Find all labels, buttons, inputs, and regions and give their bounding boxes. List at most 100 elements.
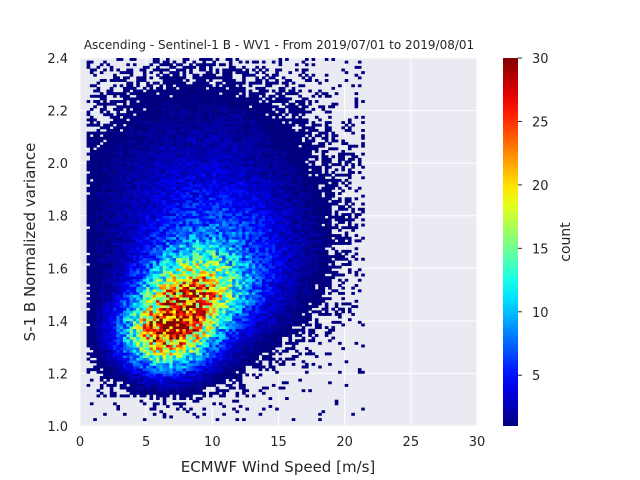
heatmap-cell xyxy=(182,270,187,274)
heatmap-cell xyxy=(202,236,207,240)
heatmap-cell xyxy=(123,71,127,75)
heatmap-cell xyxy=(215,144,220,148)
heatmap-cell xyxy=(123,152,127,156)
heatmap-cell xyxy=(215,192,220,195)
heatmap-cell xyxy=(96,184,101,188)
heatmap-cell xyxy=(209,163,213,167)
heatmap-cell xyxy=(146,341,150,345)
heatmap-cell xyxy=(189,286,193,290)
heatmap-cell xyxy=(129,286,134,290)
heatmap-cell xyxy=(156,310,160,314)
heatmap-cell xyxy=(175,310,180,314)
heatmap-cell xyxy=(142,71,147,75)
heatmap-cell xyxy=(202,60,207,64)
heatmap-cell xyxy=(172,336,177,340)
heatmap-cell xyxy=(166,320,170,324)
heatmap-cell xyxy=(89,223,94,227)
heatmap-cell xyxy=(119,268,124,272)
heatmap-cell xyxy=(116,199,120,203)
heatmap-cell xyxy=(175,365,180,369)
heatmap-cell xyxy=(172,344,177,348)
heatmap-cell xyxy=(109,334,114,337)
heatmap-cell xyxy=(192,391,197,395)
heatmap-cell xyxy=(182,357,187,361)
heatmap-cell xyxy=(132,326,137,330)
heatmap-cell xyxy=(132,344,137,348)
heatmap-cell xyxy=(116,105,120,109)
heatmap-cell xyxy=(126,142,130,146)
heatmap-cell xyxy=(152,226,157,230)
heatmap-cell xyxy=(123,307,127,311)
heatmap-cell xyxy=(129,344,134,348)
heatmap-cell xyxy=(159,76,164,80)
heatmap-cell xyxy=(126,189,130,193)
heatmap-cell xyxy=(222,110,226,114)
heatmap-cell xyxy=(119,176,124,180)
heatmap-cell xyxy=(202,341,207,345)
heatmap-cell xyxy=(185,89,190,93)
heatmap-cell xyxy=(192,294,197,298)
heatmap-cell xyxy=(182,205,187,209)
heatmap-cell xyxy=(103,326,107,330)
heatmap-cell xyxy=(195,173,200,177)
heatmap-cell xyxy=(132,328,137,332)
heatmap-cell xyxy=(166,176,170,180)
heatmap-cell xyxy=(195,286,200,290)
heatmap-cell xyxy=(159,94,164,98)
heatmap-cell xyxy=(222,234,226,238)
heatmap-cell xyxy=(205,102,210,106)
heatmap-cell xyxy=(149,102,154,106)
heatmap-cell xyxy=(139,110,144,114)
heatmap-cell xyxy=(93,228,97,232)
heatmap-cell xyxy=(126,176,130,180)
heatmap-cell xyxy=(132,199,137,203)
heatmap-cell xyxy=(156,171,160,174)
heatmap-cell xyxy=(179,150,183,153)
heatmap-cell xyxy=(113,144,117,148)
heatmap-cell xyxy=(89,310,94,314)
heatmap-cell xyxy=(152,260,157,264)
heatmap-cell xyxy=(172,94,177,98)
heatmap-cell xyxy=(129,242,134,245)
heatmap-cell xyxy=(146,352,150,356)
heatmap-cell xyxy=(123,128,127,132)
heatmap-cell xyxy=(119,113,124,117)
heatmap-cell xyxy=(175,294,180,298)
heatmap-cell xyxy=(149,312,154,316)
heatmap-cell xyxy=(156,115,160,119)
heatmap-cell xyxy=(103,199,107,203)
heatmap-cell xyxy=(212,215,216,219)
heatmap-cell xyxy=(166,110,170,114)
heatmap-cell xyxy=(149,197,154,201)
heatmap-cell xyxy=(142,150,147,153)
heatmap-cell xyxy=(215,273,220,277)
heatmap-cell xyxy=(113,199,117,203)
heatmap-cell xyxy=(109,336,114,340)
heatmap-cell xyxy=(185,105,190,109)
heatmap-cell xyxy=(139,344,144,348)
heatmap-cell xyxy=(169,242,173,245)
heatmap-cell xyxy=(132,223,137,227)
heatmap-cell xyxy=(109,189,114,193)
heatmap-cell xyxy=(159,202,164,206)
heatmap-cell xyxy=(89,273,94,277)
heatmap-cell xyxy=(99,341,104,345)
heatmap-cell xyxy=(212,273,216,277)
heatmap-cell xyxy=(152,81,157,85)
heatmap-cell xyxy=(149,213,154,217)
heatmap-cell xyxy=(123,383,127,387)
heatmap-cell xyxy=(202,331,207,335)
heatmap-cell xyxy=(185,410,190,414)
heatmap-cell xyxy=(129,226,134,230)
heatmap-cell xyxy=(172,257,177,261)
heatmap-cell xyxy=(119,168,124,172)
heatmap-cell xyxy=(96,278,101,282)
heatmap-cell xyxy=(123,381,127,385)
heatmap-cell xyxy=(175,315,180,319)
heatmap-cell xyxy=(215,278,220,282)
heatmap-cell xyxy=(86,60,91,64)
heatmap-cell xyxy=(162,176,167,180)
heatmap-cell xyxy=(209,220,213,224)
heatmap-cell xyxy=(86,326,91,330)
heatmap-cell xyxy=(142,247,147,251)
